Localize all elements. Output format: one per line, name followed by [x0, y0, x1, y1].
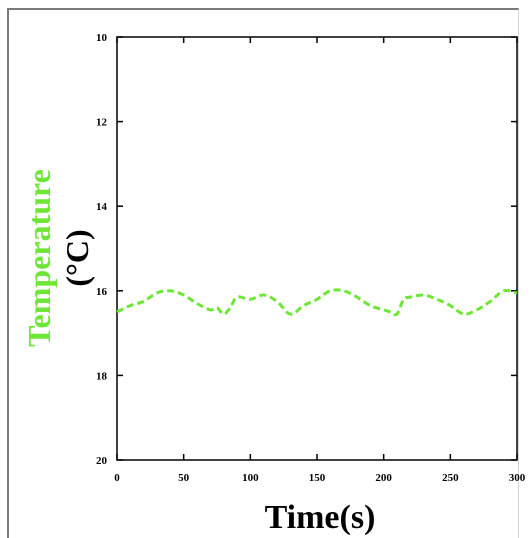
y-tick-label: 18 [96, 370, 108, 382]
y-axis-unit: (°C) [59, 229, 95, 286]
x-tick-label: 300 [509, 472, 526, 484]
x-tick-label: 250 [442, 472, 459, 484]
temperature-series-line [116, 288, 518, 317]
x-tick-label: 200 [375, 472, 392, 484]
y-axis: 10 12 14 16 18 20 [96, 32, 517, 467]
x-tick-label: 100 [242, 472, 259, 484]
x-axis-label: Time(s) [265, 499, 376, 535]
x-tick-label: 0 [114, 472, 120, 484]
y-tick-label: 20 [96, 455, 108, 467]
plot-area [116, 36, 518, 461]
x-tick-label: 150 [309, 472, 326, 484]
y-tick-label: 10 [96, 32, 108, 44]
y-tick-label: 12 [96, 117, 108, 129]
y-axis-label: Temperature [21, 169, 57, 347]
y-tick-label: 14 [96, 201, 108, 213]
x-axis: 0 50 100 150 200 250 300 [114, 37, 526, 484]
y-tick-label: 16 [96, 286, 108, 298]
series-layer [116, 288, 518, 317]
x-tick-label: 50 [178, 472, 190, 484]
